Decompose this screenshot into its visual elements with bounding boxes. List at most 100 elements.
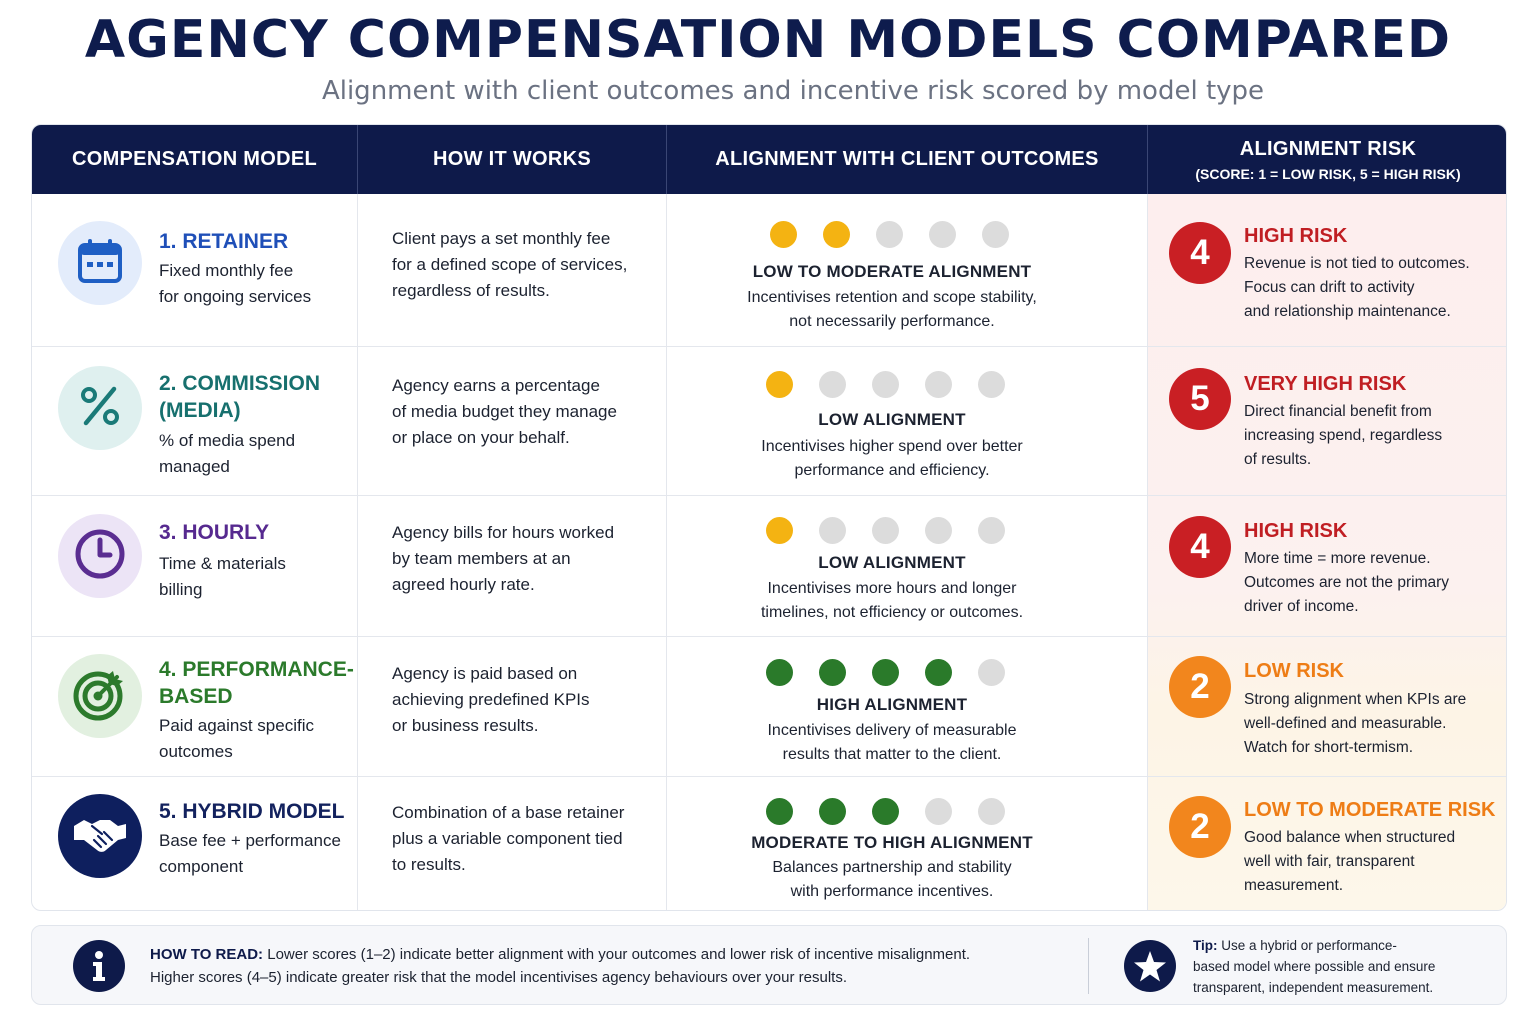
model-title-line: 1. RETAINER: [159, 230, 289, 253]
clock-icon: [72, 526, 128, 587]
risk-title: HIGH RISK: [1244, 225, 1348, 247]
risk-description: Revenue is not tied to outcomes. Focus ca…: [1244, 252, 1506, 324]
risk-score-badge: 4: [1169, 222, 1231, 284]
filled-rating-dot: [819, 659, 846, 686]
how-it-works-line: regardless of results.: [392, 281, 550, 300]
model-icon-badge: [58, 794, 142, 878]
empty-rating-dot: [978, 371, 1005, 398]
model-description-line: Fixed monthly fee: [159, 261, 294, 280]
header-sublabel: (SCORE: 1 = LOW RISK, 5 = HIGH RISK): [1195, 165, 1461, 182]
risk-title: LOW TO MODERATE RISK: [1244, 799, 1496, 821]
alignment-rating-dots: [766, 517, 1005, 544]
risk-description-line: Focus can drift to activity: [1244, 279, 1415, 296]
star-icon: [1124, 940, 1176, 992]
alignment-description-line: performance and efficiency.: [794, 462, 990, 479]
empty-rating-dot: [978, 517, 1005, 544]
how-it-works-text: Client pays a set monthly fee for a defin…: [392, 226, 662, 304]
alignment-description: Incentivises delivery of measurable resul…: [667, 719, 1117, 767]
header-label: HOW IT WORKS: [432, 148, 592, 170]
empty-rating-dot: [982, 221, 1009, 248]
empty-rating-dot: [872, 517, 899, 544]
footer-divider: [1088, 938, 1089, 994]
risk-description-line: Watch for short-termism.: [1244, 739, 1414, 756]
header-label: ALIGNMENT WITH CLIENT OUTCOMES: [715, 148, 1099, 170]
empty-rating-dot: [925, 371, 952, 398]
filled-rating-dot: [872, 798, 899, 825]
model-title-line: 4. PERFORMANCE-: [159, 658, 354, 681]
alignment-description: Incentivises retention and scope stabili…: [667, 286, 1117, 334]
model-description-line: for ongoing services: [159, 287, 312, 306]
column-divider: [666, 194, 667, 910]
alignment-description: Incentivises more hours and longer timeli…: [667, 577, 1117, 625]
model-title: 4. PERFORMANCE- BASED: [159, 656, 354, 710]
risk-description: Strong alignment when KPIs are well-defin…: [1244, 688, 1506, 760]
info-icon: [73, 940, 125, 992]
row-divider: [32, 636, 1506, 637]
alignment-rating-dots: [766, 659, 1005, 686]
alignment-title: LOW TO MODERATE ALIGNMENT: [752, 262, 1032, 281]
tip-line3: transparent, independent measurement.: [1193, 980, 1434, 995]
alignment-rating-dots: [766, 798, 1005, 825]
empty-rating-dot: [819, 517, 846, 544]
alignment-description-line: Incentivises higher spend over better: [761, 438, 1023, 455]
model-description-line: Paid against specific: [159, 716, 314, 735]
how-it-works-line: to results.: [392, 855, 466, 874]
model-description-line: Base fee + performance: [159, 831, 341, 850]
risk-description-line: well with fair, transparent: [1244, 853, 1415, 870]
model-icon-badge: [58, 654, 142, 738]
risk-description-line: driver of income.: [1244, 598, 1359, 615]
row-divider: [32, 346, 1506, 347]
header-divider: [357, 125, 358, 194]
how-it-works-line: plus a variable component tied: [392, 829, 623, 848]
model-title-line: 3. HOURLY: [159, 521, 270, 544]
model-description-line: managed: [159, 457, 230, 476]
model-title-line: (MEDIA): [159, 399, 241, 422]
table-header: COMPENSATION MODEL HOW IT WORKS ALIGNMEN…: [32, 125, 1506, 194]
percent-icon: [74, 380, 126, 437]
alignment-description: Balances partnership and stability with p…: [667, 856, 1117, 904]
empty-rating-dot: [819, 371, 846, 398]
footer-note: HOW TO READ: Lower scores (1–2) indicate…: [31, 925, 1507, 1005]
risk-description: Direct financial benefit from increasing …: [1244, 400, 1506, 472]
risk-description: Good balance when structured well with fa…: [1244, 826, 1506, 898]
empty-rating-dot: [925, 517, 952, 544]
model-title-line: 2. COMMISSION: [159, 372, 321, 395]
how-it-works-line: achieving predefined KPIs: [392, 690, 590, 709]
risk-description-line: well-defined and measurable.: [1244, 715, 1447, 732]
header-compensation-model: COMPENSATION MODEL: [32, 125, 357, 194]
filled-rating-dot: [766, 371, 793, 398]
model-description-line: % of media spend: [159, 431, 296, 450]
empty-rating-dot: [978, 659, 1005, 686]
how-it-works-line: Client pays a set monthly fee: [392, 229, 611, 248]
filled-rating-dot: [766, 659, 793, 686]
risk-description-line: measurement.: [1244, 877, 1344, 894]
target-icon: [71, 665, 129, 728]
alignment-description-line: Incentivises retention and scope stabili…: [747, 289, 1037, 306]
alignment-description-line: timelines, not efficiency or outcomes.: [760, 604, 1024, 621]
how-it-works-text: Combination of a base retainer plus a var…: [392, 800, 662, 878]
model-description: Paid against specific outcomes: [159, 713, 314, 765]
risk-title: HIGH RISK: [1244, 520, 1348, 542]
how-it-works-line: Agency earns a percentage: [392, 376, 600, 395]
risk-score-badge: 2: [1169, 796, 1231, 858]
how-to-read-text: HOW TO READ: Lower scores (1–2) indicate…: [150, 943, 1070, 989]
filled-rating-dot: [823, 221, 850, 248]
page-subtitle: Alignment with client outcomes and incen…: [321, 76, 1265, 106]
column-divider: [357, 194, 358, 910]
model-description: Fixed monthly fee for ongoing services: [159, 258, 311, 310]
model-title: 2. COMMISSION (MEDIA): [159, 370, 320, 424]
header-alignment-risk: ALIGNMENT RISK (SCORE: 1 = LOW RISK, 5 =…: [1148, 125, 1506, 194]
filled-rating-dot: [872, 659, 899, 686]
row-divider: [32, 776, 1506, 777]
model-icon-badge: [58, 221, 142, 305]
header-label: ALIGNMENT RISK: [1239, 137, 1417, 160]
empty-rating-dot: [872, 371, 899, 398]
model-title-line: 5. HYBRID MODEL: [159, 800, 345, 823]
risk-description-line: Direct financial benefit from: [1244, 403, 1432, 420]
header-divider: [1147, 125, 1148, 194]
how-it-works-line: or place on your behalf.: [392, 428, 570, 447]
risk-score-badge: 2: [1169, 656, 1231, 718]
page-title: AGENCY COMPENSATION MODELS COMPARED: [84, 10, 1452, 70]
filled-rating-dot: [766, 798, 793, 825]
risk-score-badge: 5: [1169, 368, 1231, 430]
